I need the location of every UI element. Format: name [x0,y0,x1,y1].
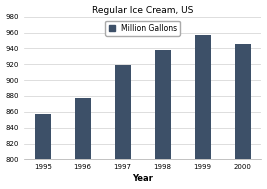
Bar [155,50,171,189]
Bar [35,114,51,189]
Bar [235,44,251,189]
Legend: Million Gallons: Million Gallons [105,21,180,36]
Bar [75,98,91,189]
X-axis label: Year: Year [132,174,153,184]
Title: Regular Ice Cream, US: Regular Ice Cream, US [92,5,193,15]
Bar [195,35,211,189]
Bar [115,65,131,189]
